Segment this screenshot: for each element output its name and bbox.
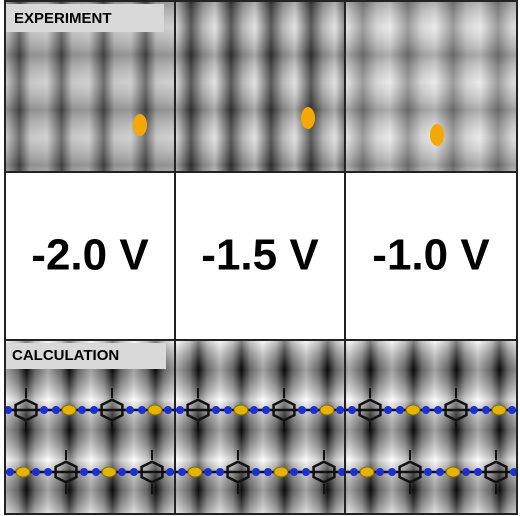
nitrogen-atom <box>302 468 310 476</box>
nitrogen-atom <box>92 468 100 476</box>
marker <box>301 107 315 129</box>
nitrogen-atom <box>396 406 404 414</box>
nitrogen-atom <box>434 406 442 414</box>
stm-texture <box>175 2 345 172</box>
voltage-label: -2.0 V <box>31 231 149 280</box>
phenyl-ring <box>358 398 382 422</box>
nitrogen-atom <box>212 406 220 414</box>
nitrogen-atom <box>204 468 212 476</box>
gold-atom <box>61 404 77 416</box>
phenyl-ring <box>312 460 336 484</box>
nitrogen-atom <box>40 406 48 414</box>
nitrogen-atom <box>336 406 344 414</box>
phenyl-ring <box>14 398 38 422</box>
nitrogen-atom <box>482 406 490 414</box>
nitrogen-atom <box>264 468 272 476</box>
nitrogen-atom <box>262 406 270 414</box>
nitrogen-atom <box>424 468 432 476</box>
nitrogen-atom <box>422 406 430 414</box>
nitrogen-atom <box>90 406 98 414</box>
calculation-row: CALCULATION <box>0 341 517 513</box>
nitrogen-atom <box>310 406 318 414</box>
nitrogen-atom <box>178 468 186 476</box>
gold-atom <box>445 466 461 478</box>
nitrogen-atom <box>78 406 86 414</box>
phenyl-ring <box>54 460 78 484</box>
gold-atom <box>359 466 375 478</box>
nitrogen-atom <box>0 468 2 476</box>
gold-atom <box>491 404 507 416</box>
marker <box>133 114 147 136</box>
gold-atom <box>187 466 203 478</box>
nitrogen-atom <box>252 468 260 476</box>
marker <box>430 124 444 146</box>
label-box <box>6 343 166 369</box>
nitrogen-atom <box>376 468 384 476</box>
gold-atom <box>101 466 117 478</box>
nitrogen-atom <box>6 468 14 476</box>
voltage-row: -2.0 V -1.5 V -1.0 V <box>31 231 490 280</box>
outer-border <box>4 0 518 515</box>
calculation-label: CALCULATION <box>12 347 119 364</box>
gold-atom <box>147 404 163 416</box>
experiment-label: EXPERIMENT <box>14 10 112 27</box>
nitrogen-atom <box>118 468 126 476</box>
nitrogen-atom <box>436 468 444 476</box>
gold-atom <box>273 466 289 478</box>
nitrogen-atom <box>462 468 470 476</box>
phenyl-ring <box>100 398 124 422</box>
nitrogen-atom <box>52 406 60 414</box>
nitrogen-atom <box>298 406 306 414</box>
nitrogen-atom <box>250 406 258 414</box>
experiment-row: EXPERIMENT <box>5 2 517 172</box>
phenyl-ring <box>186 398 210 422</box>
nitrogen-atom <box>138 406 146 414</box>
gold-atom <box>15 466 31 478</box>
nitrogen-atom <box>80 468 88 476</box>
gold-atom <box>319 404 335 416</box>
nitrogen-atom <box>44 468 52 476</box>
calc-texture <box>5 341 517 513</box>
panel-borders <box>4 0 518 515</box>
nitrogen-atom <box>5 406 12 414</box>
phenyl-ring <box>484 460 508 484</box>
nitrogen-atom <box>130 468 138 476</box>
phenyl-ring <box>398 460 422 484</box>
nitrogen-atom <box>32 468 40 476</box>
nitrogen-atom <box>166 468 174 476</box>
gold-atom <box>405 404 421 416</box>
stm-texture <box>345 2 517 172</box>
nitrogen-atom <box>348 406 356 414</box>
nitrogen-atom <box>126 406 134 414</box>
phenyl-ring <box>272 398 296 422</box>
nitrogen-atom <box>510 468 517 476</box>
voltage-label: -1.0 V <box>372 231 490 280</box>
nitrogen-atom <box>176 406 184 414</box>
nitrogen-atom <box>290 468 298 476</box>
phenyl-ring <box>444 398 468 422</box>
nitrogen-atom <box>350 468 358 476</box>
nitrogen-atom <box>164 406 172 414</box>
label-box <box>6 4 164 32</box>
gold-atom <box>233 404 249 416</box>
nitrogen-atom <box>508 406 516 414</box>
nitrogen-atom <box>224 406 232 414</box>
voltage-label: -1.5 V <box>201 231 319 280</box>
phenyl-ring <box>226 460 250 484</box>
nitrogen-atom <box>474 468 482 476</box>
nitrogen-atom <box>470 406 478 414</box>
molecules <box>0 388 517 494</box>
nitrogen-atom <box>216 468 224 476</box>
nitrogen-atom <box>384 406 392 414</box>
nitrogen-atom <box>388 468 396 476</box>
phenyl-ring <box>140 460 164 484</box>
